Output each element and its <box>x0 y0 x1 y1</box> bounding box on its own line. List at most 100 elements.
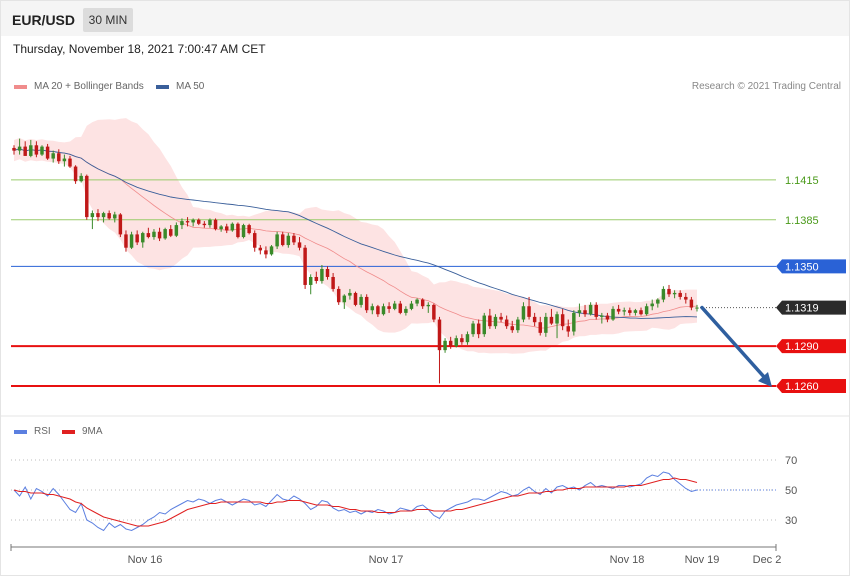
candle <box>264 246 268 259</box>
candle-body <box>678 292 682 297</box>
candle-body <box>404 308 408 313</box>
candle-body <box>191 219 195 223</box>
candle <box>381 303 386 316</box>
level-label-1.1319: 1.1319 <box>785 303 819 315</box>
level-badge-1.1319 <box>776 300 846 315</box>
candle-body <box>460 338 464 343</box>
candle <box>448 336 453 349</box>
candle <box>588 302 593 316</box>
candle <box>230 222 235 232</box>
candle <box>124 230 128 252</box>
candle-body <box>532 316 537 323</box>
candle-body <box>359 296 363 305</box>
candle-body <box>197 219 201 224</box>
candle <box>443 338 447 353</box>
candle-body <box>415 299 419 304</box>
candle-body <box>572 312 576 332</box>
x-tick-label: Dec 2 <box>753 554 782 566</box>
candle-body <box>101 213 106 218</box>
candle <box>678 290 682 300</box>
candle-body <box>650 303 654 307</box>
copyright-text: Research © 2021 Trading Central <box>691 81 841 92</box>
candle-body <box>656 299 660 304</box>
rsi-tick-label: 50 <box>785 485 797 497</box>
candle-body <box>264 250 268 255</box>
candle <box>314 271 319 284</box>
legend-ma50: MA 50 <box>156 81 204 92</box>
candle <box>499 312 503 323</box>
candle-body <box>594 304 598 317</box>
candle-body <box>387 306 391 309</box>
candle <box>644 303 649 316</box>
ma20-line <box>13 148 698 329</box>
candle <box>308 274 313 295</box>
timeframe-button[interactable]: 30 MIN <box>83 8 133 32</box>
candle-body <box>269 246 274 255</box>
candle-body <box>443 340 447 351</box>
x-tick-label: Nov 17 <box>369 554 404 566</box>
level-label-1.1415: 1.1415 <box>785 175 819 187</box>
candle <box>185 217 190 227</box>
candle <box>532 312 537 327</box>
candle <box>465 331 470 345</box>
candle-body <box>622 310 626 312</box>
candle <box>560 308 565 331</box>
candle-body <box>34 145 39 155</box>
candle <box>527 296 531 320</box>
level-badge-1.1260 <box>776 379 846 394</box>
candle <box>169 225 173 238</box>
candle <box>409 300 414 311</box>
candle-body <box>152 231 156 238</box>
candle-body <box>342 295 347 303</box>
candle-body <box>124 234 128 248</box>
candle-body <box>409 303 414 309</box>
candle-body <box>639 310 643 315</box>
level-label-1.1290: 1.1290 <box>785 341 819 353</box>
candle <box>331 272 335 292</box>
candle <box>622 307 626 316</box>
candle-body <box>252 233 257 248</box>
level-label-1.1385: 1.1385 <box>785 215 819 227</box>
rsi-line <box>13 471 698 532</box>
candle-body <box>672 292 677 295</box>
candle-body <box>611 308 615 320</box>
legend-ma20: MA 20 + Bollinger Bands <box>14 81 144 92</box>
candle <box>549 308 554 325</box>
candle <box>420 298 425 309</box>
candle-body <box>236 223 240 238</box>
ma9-swatch <box>62 429 75 434</box>
candle-body <box>57 153 61 162</box>
candle-body <box>213 219 218 230</box>
candle-body <box>286 235 291 246</box>
candle-body <box>12 147 16 151</box>
candle <box>57 149 61 164</box>
candle-body <box>432 304 436 320</box>
candle-body <box>560 314 565 327</box>
candle <box>62 154 67 167</box>
candle-body <box>504 319 509 327</box>
candle-body <box>258 247 263 251</box>
candle-body <box>493 316 498 327</box>
candle <box>482 312 486 337</box>
candle <box>208 218 212 228</box>
candle <box>342 294 347 309</box>
candle-body <box>516 319 520 331</box>
chart-datetime: Thursday, November 18, 2021 7:00:47 AM C… <box>13 42 266 56</box>
candle <box>146 227 151 239</box>
candle-body <box>695 307 699 309</box>
candle-body <box>96 213 100 218</box>
candle <box>415 298 419 307</box>
legend-9ma: 9MA <box>62 426 103 437</box>
candle-body <box>471 323 475 335</box>
candle <box>633 308 638 316</box>
candle <box>348 288 352 300</box>
candle <box>566 319 570 337</box>
candle-body <box>689 299 694 308</box>
projection-arrow-head <box>758 372 772 388</box>
candle <box>667 284 671 297</box>
candle-body <box>667 288 671 295</box>
candle <box>594 302 598 320</box>
candle <box>73 165 78 184</box>
candle <box>51 150 55 163</box>
candle <box>280 231 285 247</box>
